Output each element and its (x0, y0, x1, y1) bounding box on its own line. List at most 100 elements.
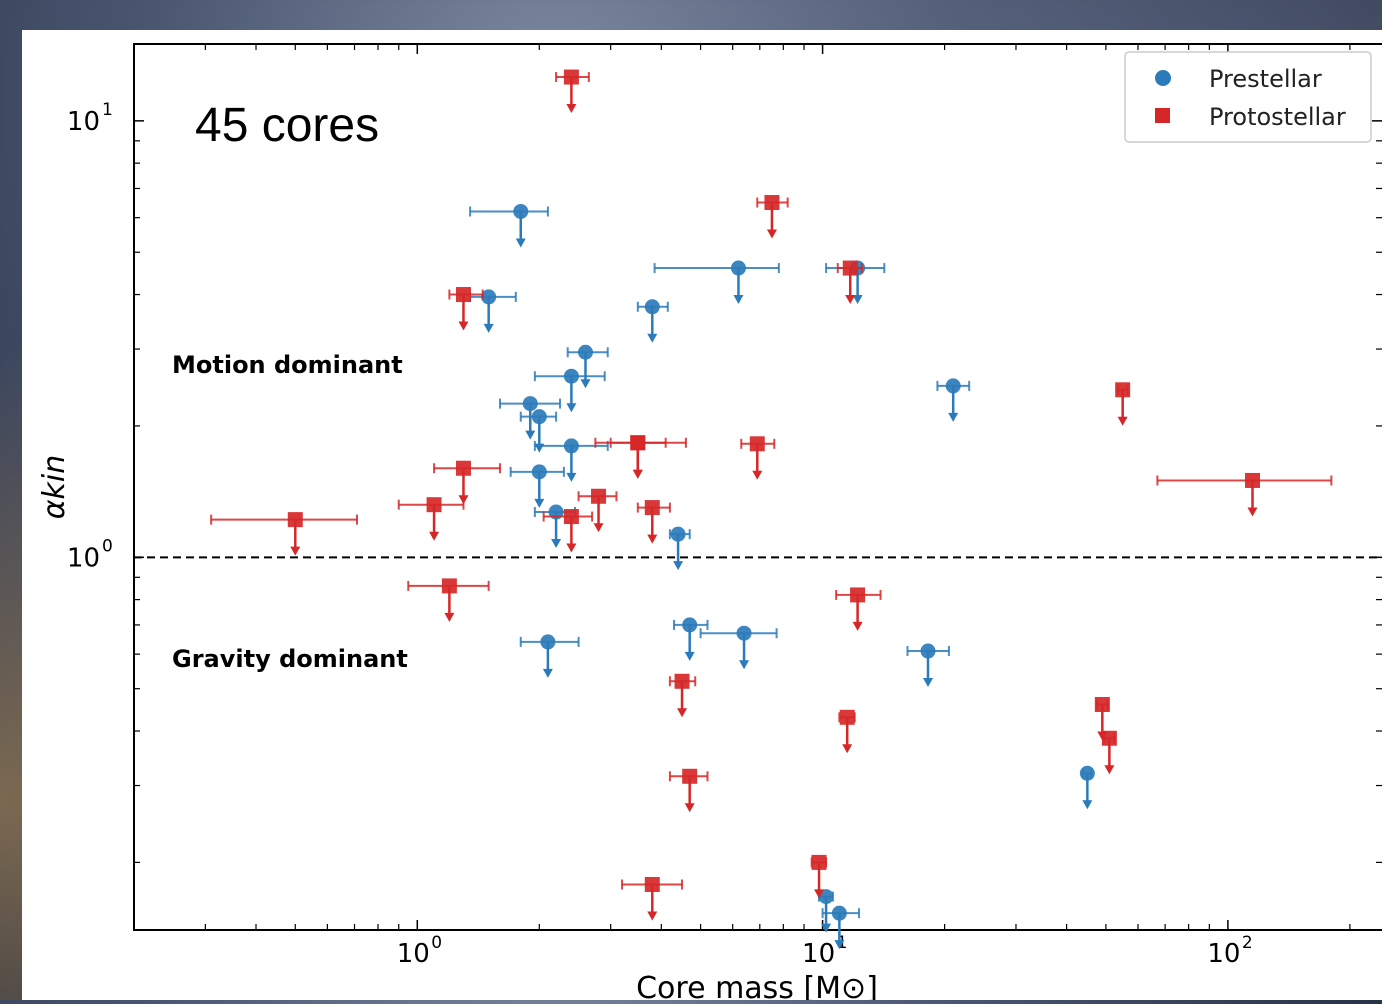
protostellar-marker (455, 287, 471, 303)
prestellar-marker (736, 625, 752, 641)
protostellar-marker (682, 768, 698, 784)
prestellar-marker (481, 289, 497, 305)
prestellar-arrow-head (525, 430, 536, 440)
protostellar-arrow-head (677, 708, 688, 718)
prestellar-arrow-head (515, 238, 526, 248)
protostellar-point (577, 488, 618, 533)
protostellar-point (407, 578, 490, 622)
protostellar-point (668, 673, 697, 718)
protostellar-arrow-head (842, 744, 853, 754)
prestellar-point (821, 905, 861, 950)
x-tick-label: 10 (802, 939, 835, 969)
x-tick-label: 10 (397, 939, 430, 969)
prestellar-arrow-head (647, 333, 658, 343)
protostellar-marker (1101, 730, 1117, 746)
prestellar-marker (563, 438, 579, 454)
prestellar-point (1079, 765, 1095, 810)
prestellar-marker (522, 396, 538, 412)
prestellar-point (636, 299, 669, 343)
prestellar-point (519, 634, 580, 678)
prestellar-marker (563, 368, 579, 384)
protostellar-arrow-head (632, 469, 643, 479)
y-tick-label: 10 (67, 107, 100, 137)
legend-marker-prestellar (1155, 70, 1171, 86)
prestellar-marker (730, 260, 746, 276)
protostellar-marker (591, 488, 607, 504)
prestellar-arrow-head (580, 379, 591, 389)
prestellar-point (653, 260, 780, 305)
prestellar-marker (644, 299, 660, 315)
protostellar-point (1101, 730, 1117, 775)
chart-panel: 100101102100101 45 cores Motion dominant… (22, 30, 1382, 1004)
prestellar-marker (682, 617, 698, 633)
protostellar-arrow-head (458, 321, 469, 331)
protostellar-marker (287, 512, 303, 528)
prestellar-arrow-head (733, 295, 744, 305)
prestellar-marker (577, 344, 593, 360)
protostellar-point (838, 709, 856, 754)
prestellar-point (469, 289, 517, 333)
prestellar-arrow-head (834, 940, 845, 950)
y-tick-exponent: 0 (102, 536, 113, 556)
protostellar-marker (674, 673, 690, 689)
legend-label-protostellar: Protostellar (1209, 103, 1346, 131)
protostellar-arrow-head (1117, 416, 1128, 426)
protostellar-point (810, 854, 828, 899)
prestellar-arrow-head (739, 660, 750, 670)
protostellar-point (609, 435, 667, 479)
prestellar-arrow-head (534, 498, 545, 508)
plot-frame (133, 43, 1382, 931)
protostellar-marker (644, 500, 660, 516)
protostellar-point (555, 69, 590, 114)
data-marks (210, 69, 1333, 950)
protostellar-arrow-head (684, 803, 695, 813)
prestellar-point (673, 617, 709, 661)
protostellar-marker (426, 497, 442, 513)
protostellar-marker (850, 587, 866, 603)
protostellar-marker (749, 436, 765, 452)
prestellar-point (668, 526, 691, 571)
prestellar-marker (540, 634, 556, 650)
x-tick-exponent: 0 (431, 933, 442, 953)
protostellar-marker (811, 854, 827, 870)
protostellar-marker (842, 260, 858, 276)
protostellar-point (836, 260, 863, 305)
prestellar-point (499, 396, 562, 440)
protostellar-marker (1094, 697, 1110, 713)
axis-ticks: 100101102100101 (67, 44, 1382, 969)
protostellar-arrow-head (1247, 507, 1258, 517)
protostellar-marker (644, 876, 660, 892)
prestellar-arrow-head (483, 323, 494, 333)
legend-label-prestellar: Prestellar (1209, 65, 1322, 93)
protostellar-arrow-head (814, 889, 825, 899)
protostellar-arrow-head (852, 621, 863, 631)
prestellar-marker (513, 203, 529, 219)
prestellar-arrow-head (852, 295, 863, 305)
region-label-upper: Motion dominant (172, 351, 403, 379)
prestellar-point (469, 203, 549, 248)
protostellar-arrow-head (752, 470, 763, 480)
prestellar-point (509, 464, 565, 508)
prestellar-marker (920, 643, 936, 659)
protostellar-arrow-head (566, 104, 577, 114)
protostellar-marker (563, 69, 579, 85)
scatter-chart: 100101102100101 45 cores Motion dominant… (37, 43, 1382, 1004)
prestellar-arrow-head (542, 668, 553, 678)
prestellar-point (906, 643, 950, 688)
protostellar-marker (455, 460, 471, 476)
prestellar-arrow-head (821, 923, 832, 933)
protostellar-marker (563, 509, 579, 525)
prestellar-arrow-head (923, 678, 934, 688)
protostellar-arrow-head (647, 911, 658, 921)
legend: Prestellar Protostellar (1124, 51, 1372, 143)
protostellar-arrow-head (1104, 765, 1115, 775)
prestellar-point (533, 368, 606, 413)
protostellar-marker (764, 195, 780, 211)
prestellar-arrow-head (684, 651, 695, 661)
prestellar-marker (531, 464, 547, 480)
protostellar-point (835, 587, 882, 631)
protostellar-arrow-head (766, 229, 777, 239)
protostellar-arrow-head (647, 534, 658, 544)
prestellar-point (533, 438, 609, 482)
prestellar-point (566, 344, 609, 389)
